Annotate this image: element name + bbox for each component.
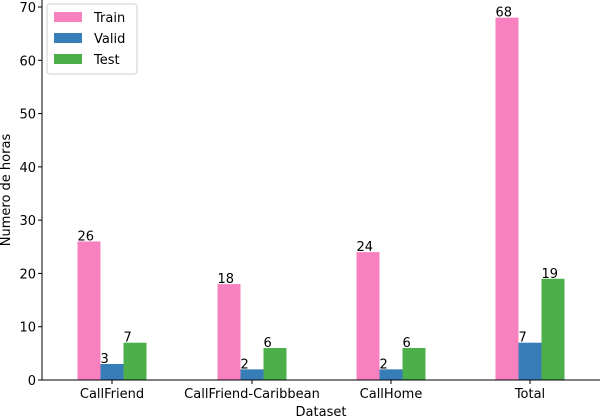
- x-tick-label: CallFriend-Caribbean: [184, 387, 320, 402]
- y-tick-label: 10: [19, 321, 36, 336]
- bar-valid: [518, 342, 542, 380]
- y-tick-label: 60: [19, 54, 36, 69]
- bar-train: [356, 252, 380, 380]
- x-tick-label: CallFriend: [80, 387, 144, 402]
- bar-test: [123, 342, 147, 380]
- legend-swatch-valid: [54, 33, 82, 43]
- x-axis-label: Dataset: [296, 405, 347, 419]
- legend-swatch-train: [54, 12, 82, 22]
- x-tick-label: CallHome: [360, 387, 423, 402]
- y-tick-label: 40: [19, 161, 36, 176]
- bars-layer: [77, 17, 565, 381]
- y-tick-label: 0: [28, 374, 36, 389]
- y-ticks: 0 10 20 30 40 50 60 70: [19, 1, 42, 389]
- data-label-valid: 3: [101, 352, 109, 367]
- data-labels-layer: 26 18 24 68 3 2 2 7 7 6 6 19: [78, 6, 559, 373]
- legend-swatch-test: [54, 54, 82, 64]
- y-tick-label: 20: [19, 267, 36, 282]
- bar-train: [217, 284, 241, 380]
- data-label-test: 6: [403, 336, 411, 351]
- legend-label-test: Test: [93, 53, 120, 68]
- data-label-train: 68: [496, 6, 513, 21]
- bar-valid: [100, 364, 124, 380]
- bar-test: [402, 348, 426, 380]
- x-ticks: CallFriend CallFriend-Caribbean CallHome To…: [80, 380, 545, 402]
- data-label-train: 18: [218, 272, 235, 287]
- y-tick-label: 30: [19, 214, 36, 229]
- bar-train: [77, 241, 101, 380]
- data-label-test: 19: [542, 267, 559, 282]
- bar-test: [263, 348, 287, 380]
- data-label-test: 7: [124, 331, 132, 346]
- data-label-test: 6: [264, 336, 272, 351]
- bar-valid: [240, 369, 264, 380]
- legend: Train Valid Test: [46, 3, 138, 75]
- y-tick-label: 70: [19, 1, 36, 16]
- x-tick-label: Total: [514, 387, 545, 402]
- data-label-train: 26: [78, 229, 95, 244]
- bar-train: [495, 17, 519, 381]
- data-label-valid: 2: [380, 357, 388, 372]
- bar-valid: [379, 369, 403, 380]
- data-label-valid: 2: [241, 357, 249, 372]
- bar-test: [541, 278, 565, 380]
- legend-label-train: Train: [93, 11, 125, 26]
- data-label-valid: 7: [519, 331, 527, 346]
- data-label-train: 24: [357, 240, 374, 255]
- y-axis-label: Numero de horas: [0, 134, 14, 247]
- y-tick-label: 50: [19, 108, 36, 123]
- legend-label-valid: Valid: [94, 32, 125, 47]
